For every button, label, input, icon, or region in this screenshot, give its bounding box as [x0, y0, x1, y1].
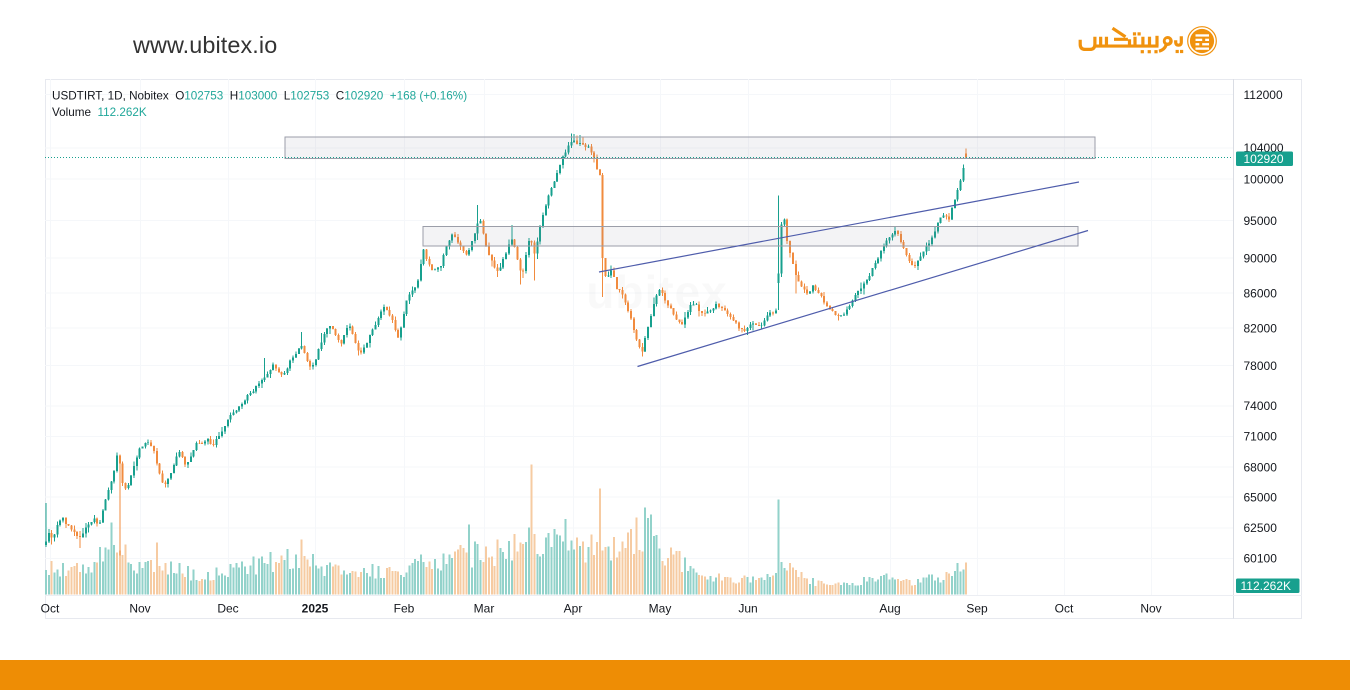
svg-text:2025: 2025 — [302, 601, 329, 615]
svg-text:Aug: Aug — [879, 601, 900, 615]
svg-text:Volume 112.262K: Volume 112.262K — [52, 106, 147, 119]
svg-text:62500: 62500 — [1244, 521, 1278, 535]
svg-text:112.262K: 112.262K — [1241, 579, 1292, 593]
svg-text:Feb: Feb — [394, 601, 415, 615]
svg-text:60100: 60100 — [1244, 552, 1278, 566]
svg-text:100000: 100000 — [1244, 172, 1284, 186]
svg-text:Nov: Nov — [1140, 601, 1161, 615]
svg-text:Oct: Oct — [41, 601, 60, 615]
svg-text:71000: 71000 — [1244, 430, 1278, 444]
svg-text:www.ubitex.io: www.ubitex.io — [132, 32, 277, 58]
svg-text:Jun: Jun — [738, 601, 757, 615]
svg-text:Mar: Mar — [474, 601, 495, 615]
svg-text:68000: 68000 — [1244, 461, 1278, 475]
svg-text:USDTIRT, 1D, Nobitex O102753: USDTIRT, 1D, Nobitex O102753 H103000 L10… — [52, 90, 467, 103]
svg-text:Apr: Apr — [564, 601, 583, 615]
svg-text:78000: 78000 — [1244, 359, 1278, 373]
svg-text:May: May — [649, 601, 672, 615]
svg-text:102920: 102920 — [1244, 152, 1284, 166]
svg-text:Oct: Oct — [1055, 601, 1074, 615]
svg-text:112000: 112000 — [1244, 88, 1283, 102]
svg-text:Sep: Sep — [966, 601, 988, 615]
svg-text:86000: 86000 — [1244, 286, 1278, 300]
svg-text:82000: 82000 — [1244, 321, 1278, 335]
svg-text:ubitex: ubitex — [586, 266, 727, 318]
svg-text:Dec: Dec — [217, 601, 238, 615]
svg-text:90000: 90000 — [1244, 251, 1278, 265]
svg-text:Nov: Nov — [129, 601, 150, 615]
svg-text:65000: 65000 — [1244, 491, 1278, 505]
svg-text:95000: 95000 — [1244, 214, 1278, 228]
svg-text:74000: 74000 — [1244, 399, 1278, 413]
